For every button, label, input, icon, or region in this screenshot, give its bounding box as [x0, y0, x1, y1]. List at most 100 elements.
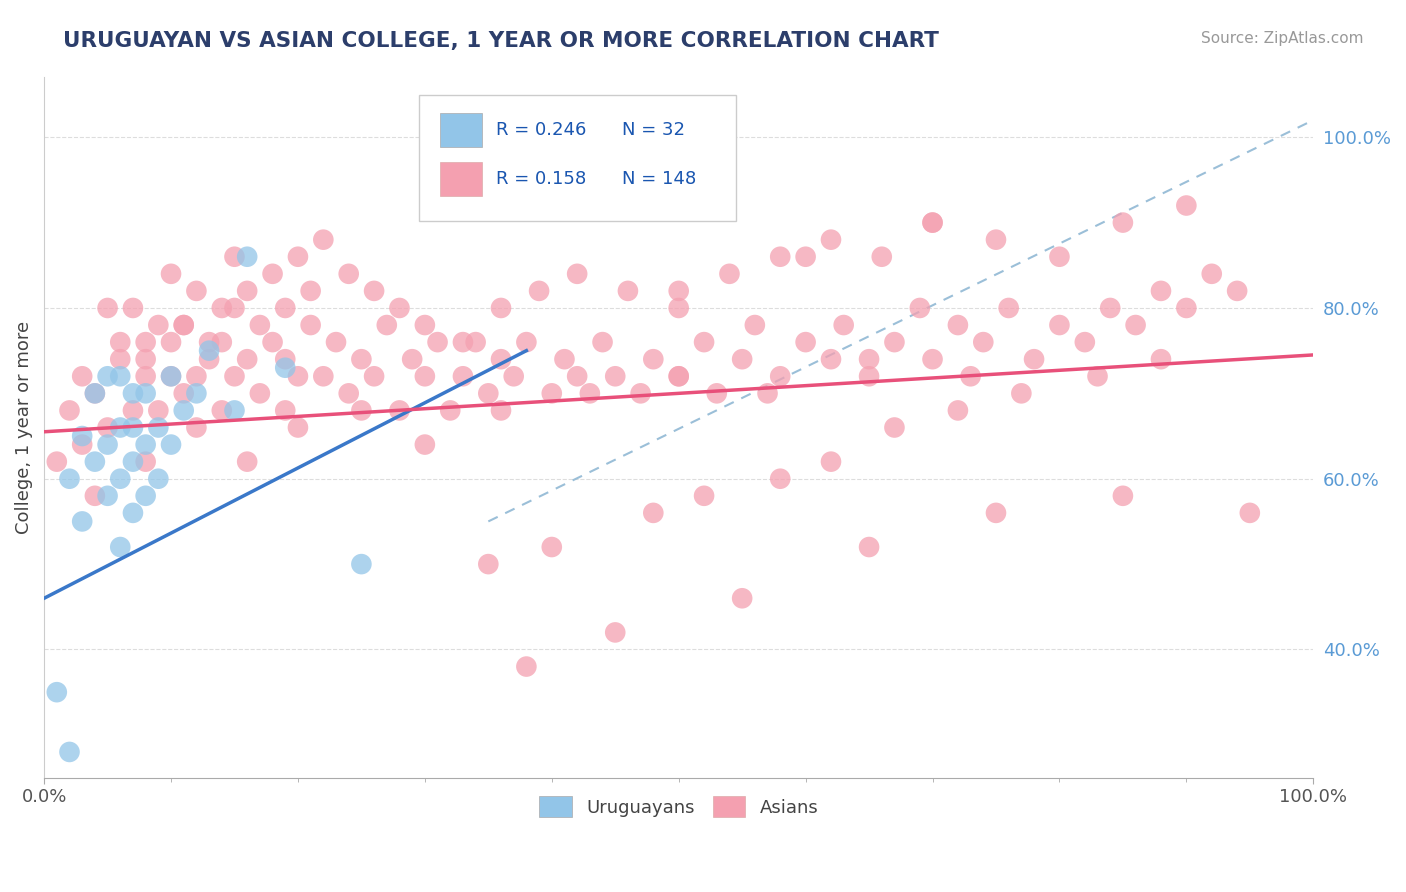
Point [122, 455, 145, 469]
Point [643, 506, 665, 520]
Point [1099, 301, 1122, 315]
Point [1010, 386, 1032, 401]
Point [274, 301, 297, 315]
Point [363, 369, 385, 384]
Point [769, 369, 792, 384]
Point [110, 369, 132, 384]
Point [274, 360, 297, 375]
Point [135, 386, 157, 401]
Point [439, 403, 461, 417]
Point [515, 659, 537, 673]
Point [198, 343, 221, 358]
Point [858, 540, 880, 554]
Point [224, 301, 246, 315]
Point [160, 335, 183, 350]
Point [883, 335, 905, 350]
Point [464, 335, 486, 350]
Point [1074, 335, 1097, 350]
Point [287, 369, 309, 384]
Point [135, 352, 157, 367]
Point [83, 386, 105, 401]
Point [236, 250, 259, 264]
Point [122, 506, 145, 520]
Point [921, 352, 943, 367]
Point [527, 284, 550, 298]
Point [984, 233, 1007, 247]
Point [921, 216, 943, 230]
Point [489, 403, 512, 417]
Point [135, 455, 157, 469]
Point [858, 369, 880, 384]
Point [984, 506, 1007, 520]
Point [1150, 284, 1173, 298]
Point [489, 352, 512, 367]
Point [820, 455, 842, 469]
Point [224, 250, 246, 264]
Point [605, 625, 627, 640]
Point [110, 472, 132, 486]
Point [1112, 489, 1135, 503]
Point [769, 472, 792, 486]
Point [224, 403, 246, 417]
Point [110, 420, 132, 434]
Point [1049, 250, 1071, 264]
Bar [440, 162, 482, 195]
Point [83, 455, 105, 469]
Point [287, 250, 309, 264]
Point [135, 489, 157, 503]
Point [122, 386, 145, 401]
Y-axis label: College, 1 year or more: College, 1 year or more [15, 321, 32, 534]
Legend: Uruguayans, Asians: Uruguayans, Asians [531, 789, 825, 824]
Point [83, 489, 105, 503]
Point [148, 420, 170, 434]
Point [186, 386, 208, 401]
Point [173, 386, 195, 401]
Point [388, 403, 411, 417]
Point [617, 284, 640, 298]
Point [325, 335, 347, 350]
Bar [440, 113, 482, 147]
Point [262, 267, 284, 281]
Point [820, 352, 842, 367]
Point [97, 489, 120, 503]
Point [70, 369, 93, 384]
Point [45, 455, 67, 469]
Point [794, 335, 817, 350]
Point [135, 437, 157, 451]
Point [97, 369, 120, 384]
Point [1175, 301, 1198, 315]
Point [350, 557, 373, 571]
Point [426, 335, 449, 350]
Point [706, 386, 728, 401]
Point [744, 318, 766, 332]
Point [413, 437, 436, 451]
Point [388, 301, 411, 315]
Point [148, 318, 170, 332]
Point [451, 335, 474, 350]
Point [211, 335, 233, 350]
Point [198, 352, 221, 367]
Point [70, 437, 93, 451]
Point [58, 403, 80, 417]
Point [946, 403, 969, 417]
Point [668, 369, 690, 384]
Point [173, 403, 195, 417]
Point [312, 233, 335, 247]
Point [70, 515, 93, 529]
Point [1175, 198, 1198, 212]
Point [1201, 267, 1223, 281]
Point [249, 318, 271, 332]
Point [70, 429, 93, 443]
Point [110, 335, 132, 350]
Point [236, 284, 259, 298]
Point [160, 369, 183, 384]
Point [832, 318, 855, 332]
Point [160, 267, 183, 281]
Point [135, 369, 157, 384]
Point [1022, 352, 1045, 367]
Point [1112, 216, 1135, 230]
Point [312, 369, 335, 384]
Point [883, 420, 905, 434]
Point [224, 369, 246, 384]
Point [97, 437, 120, 451]
